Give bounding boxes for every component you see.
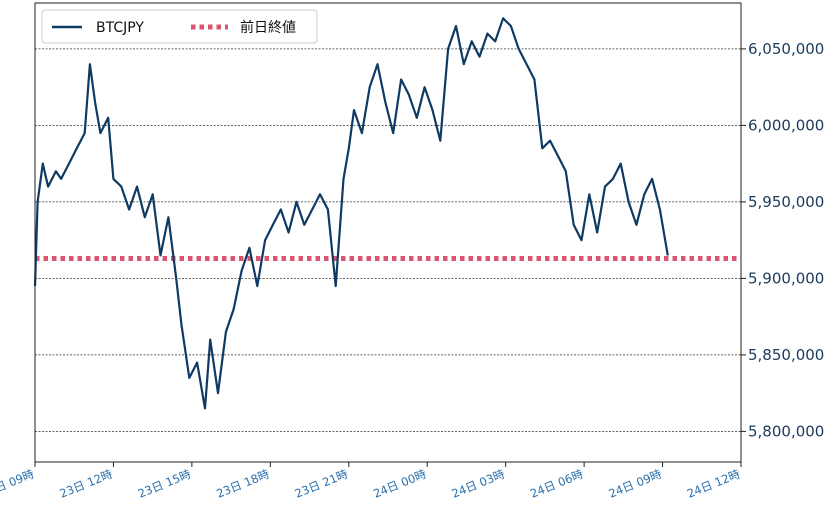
legend-box [41,9,318,44]
x-tick-label: 23日 18時 [214,467,272,501]
x-tick-label: 23日 09時 [0,467,37,501]
y-tick-label: 5,950,000 [748,193,824,211]
plot-frame [34,2,742,463]
x-axis: 23日 09時 23日 12時 23日 15時 23日 18時 23日 21時 24日 0… [0,462,743,501]
x-tick-label: 23日 15時 [136,467,194,501]
x-tick-label: 24日 06時 [528,467,586,501]
y-tick-label: 6,050,000 [748,40,824,58]
legend-label-btcjpy: BTCJPY [96,20,144,36]
x-tick-label: 24日 03時 [450,467,508,501]
y-tick-label: 6,000,000 [748,116,824,134]
x-tick-label: 24日 09時 [607,467,665,501]
grid-lines [35,48,741,432]
price-series [33,17,669,410]
legend-label-prev-close: 前日終値 [240,19,296,36]
btcjpy-line [33,17,669,410]
y-axis: 5,800,000 5,850,000 5,900,000 5,950,000 6,00… [741,40,824,440]
x-tick-label: 23日 21時 [293,467,351,501]
x-tick-label: 24日 00時 [371,467,429,501]
x-tick-label: 24日 12時 [685,467,743,501]
y-tick-label: 5,850,000 [748,346,824,364]
legend: BTCJPY 前日終値 [41,9,318,44]
x-tick-label: 23日 12時 [57,467,115,501]
y-tick-label: 5,900,000 [748,269,824,287]
y-tick-label: 5,800,000 [748,422,824,440]
